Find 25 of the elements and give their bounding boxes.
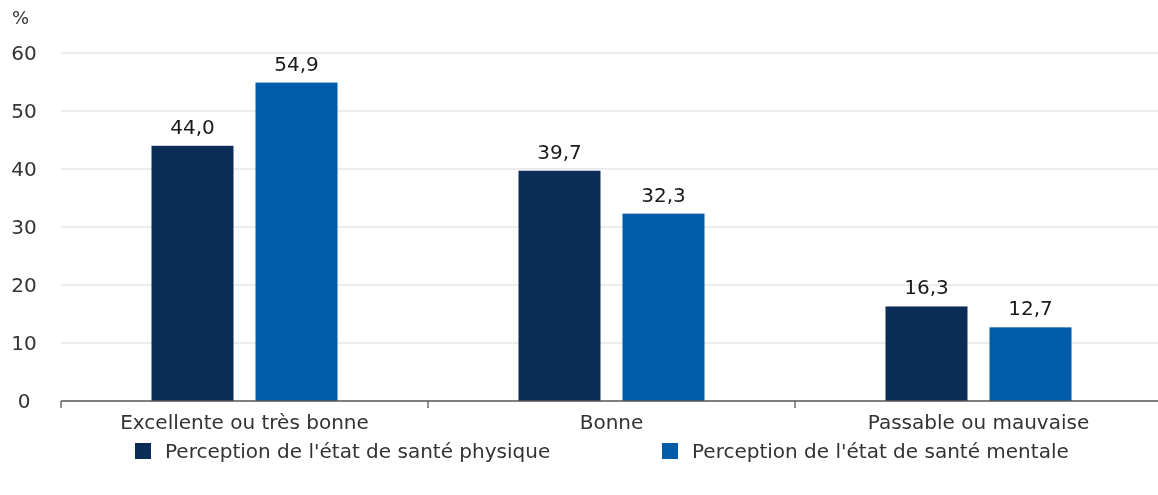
text: 32,3 [641, 182, 686, 207]
legend-label: Perception de l'état de santé physique [165, 439, 551, 464]
y-tick-label: 30 [11, 215, 37, 240]
bar [885, 306, 968, 401]
y-tick-label: 50 [11, 99, 37, 124]
y-tick-label: 20 [11, 273, 37, 298]
text: 12,7 [1008, 296, 1053, 321]
y-tick-label: 10 [11, 331, 37, 356]
x-tick-label: Passable ou mauvaise [867, 410, 1090, 434]
x-tick-label: Excellente ou très bonne [120, 410, 369, 434]
text: 54,9 [274, 51, 319, 76]
bar [518, 170, 601, 401]
legend-label: Perception de l'état de santé mentale [692, 439, 1069, 464]
y-tick-label: 60 [11, 41, 37, 66]
text: 44,0 [170, 114, 215, 139]
x-tick-label: Bonne [579, 410, 644, 434]
y-axis-title: % [12, 7, 30, 28]
bar [989, 327, 1072, 401]
y-tick-label: 40 [11, 157, 37, 182]
text: 39,7 [537, 139, 582, 164]
y-tick-label: 0 [17, 389, 31, 414]
bar [255, 82, 338, 401]
text: 16,3 [904, 275, 949, 300]
bar [622, 213, 705, 401]
bar [151, 145, 234, 401]
